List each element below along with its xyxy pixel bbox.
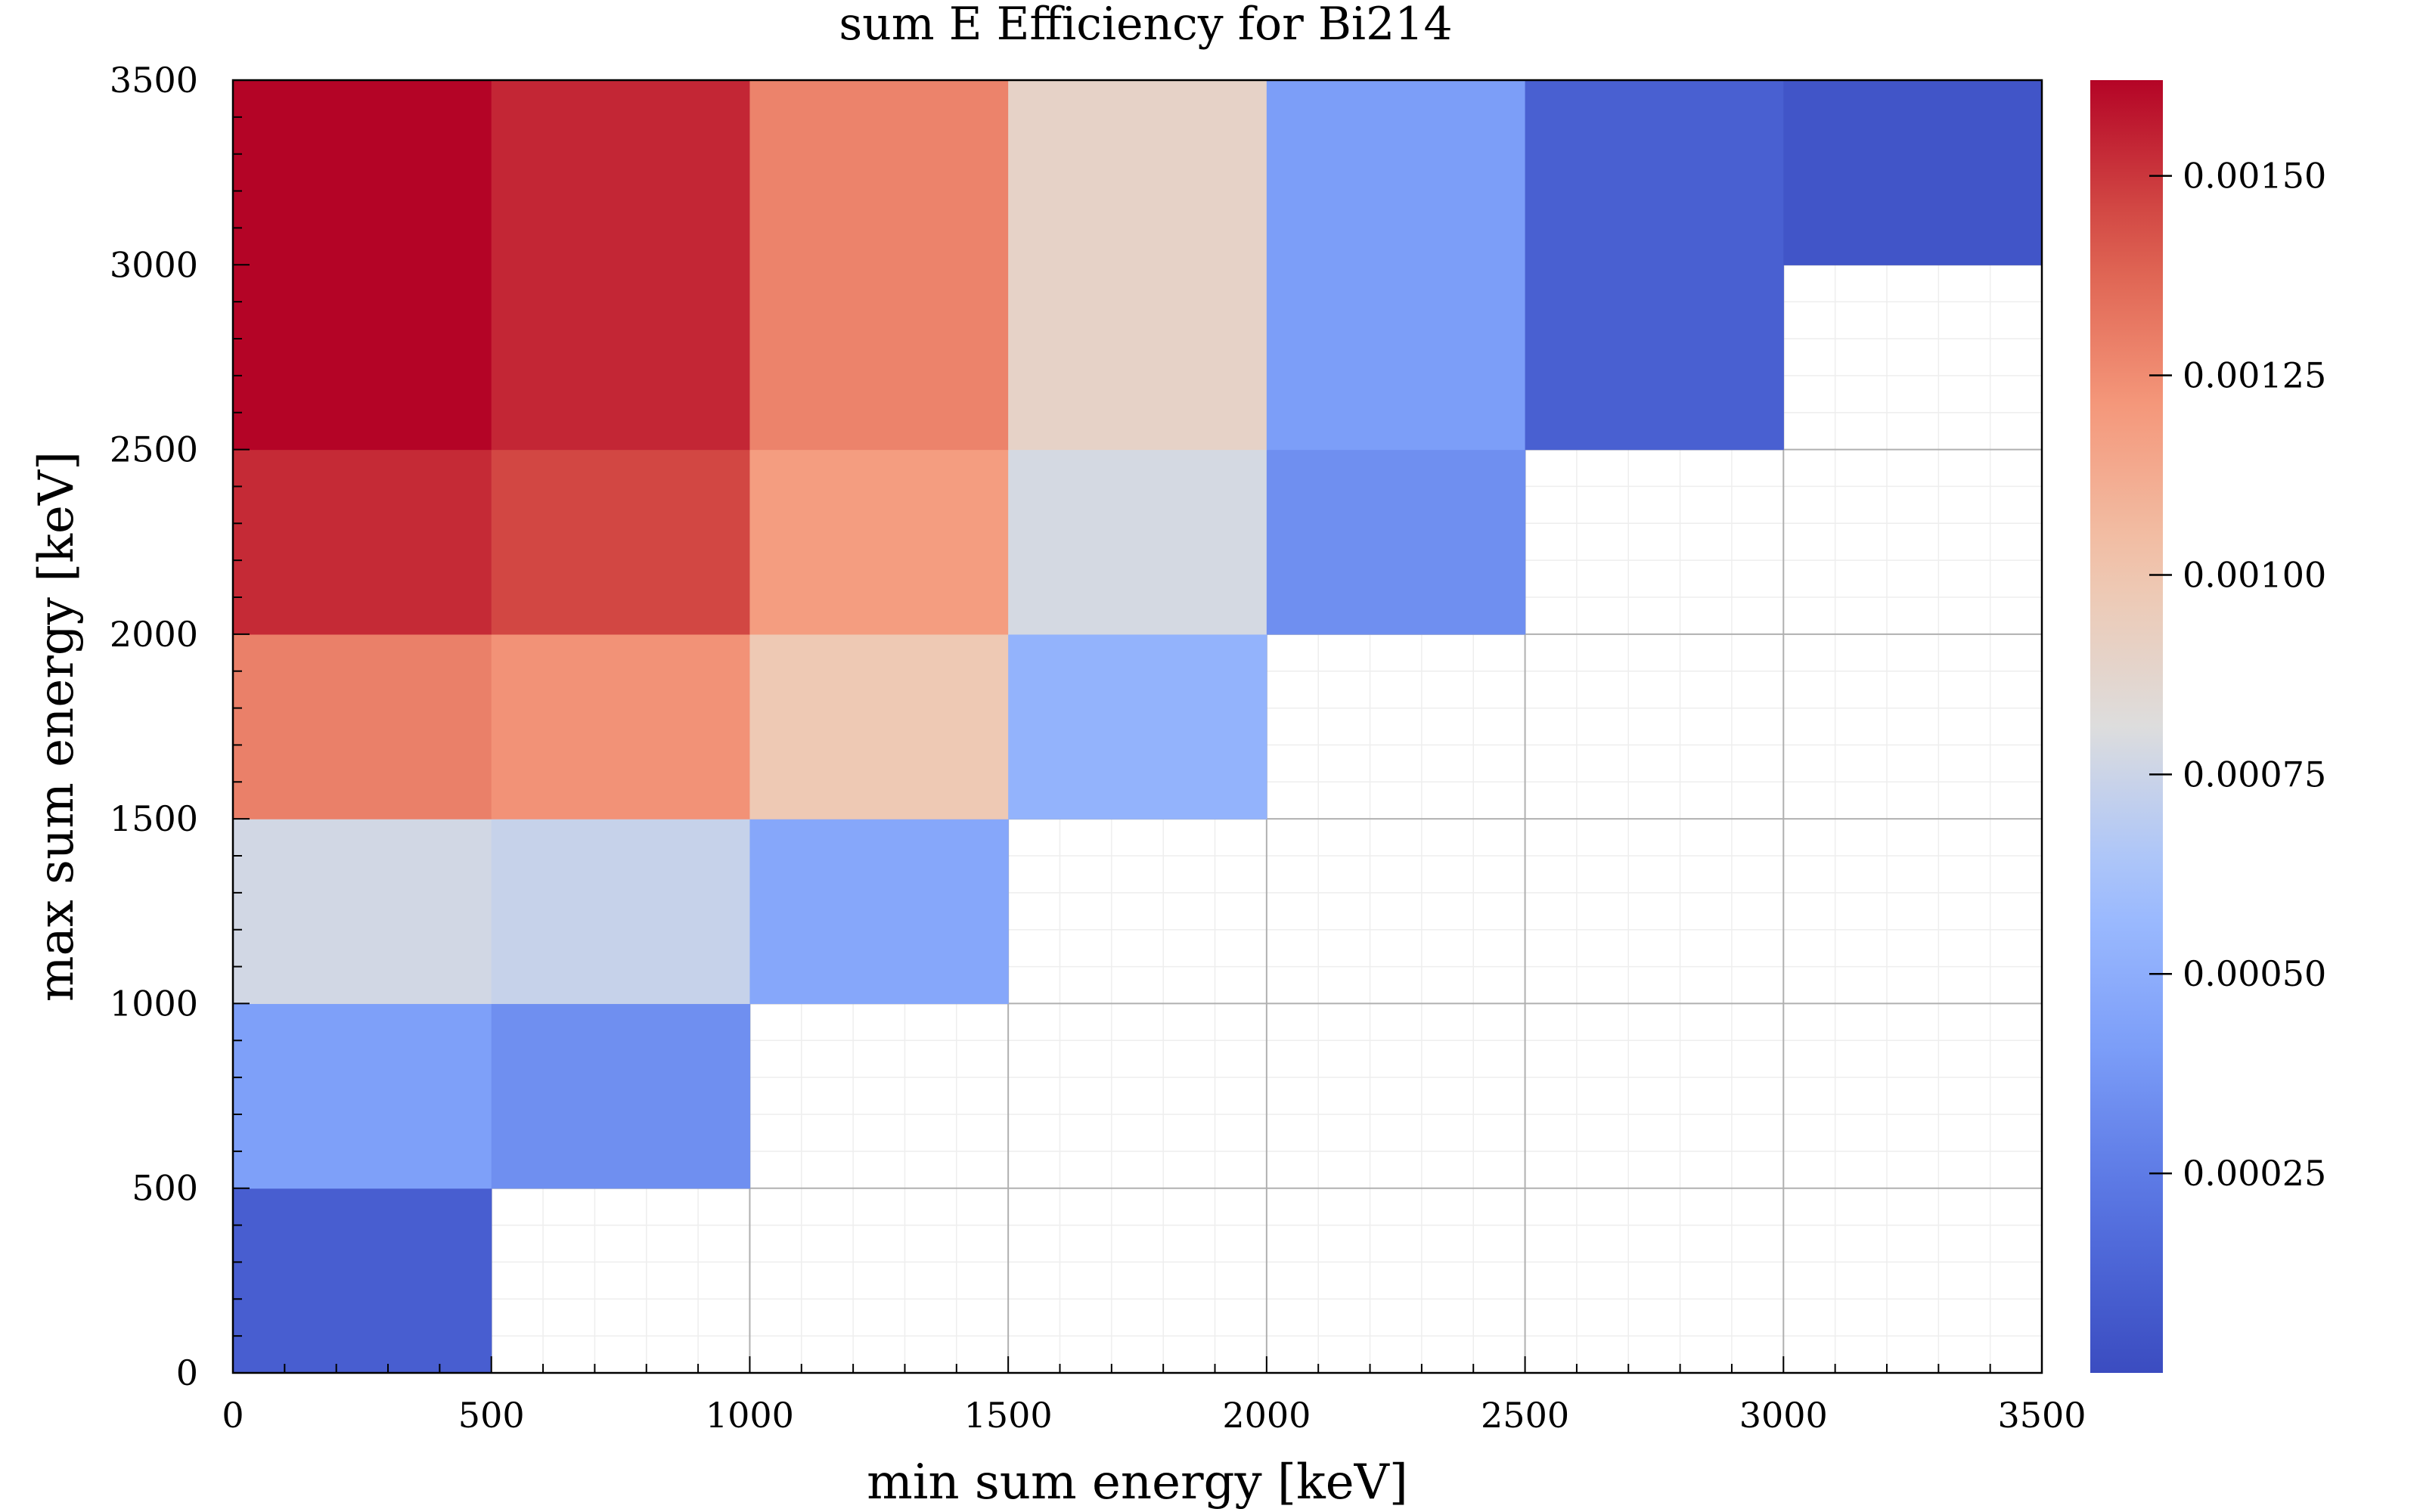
heatmap-cell bbox=[749, 819, 1009, 1005]
heatmap-cell bbox=[491, 634, 751, 820]
heatmap-cell bbox=[749, 634, 1009, 820]
y-tick-label: 1000 bbox=[110, 983, 198, 1024]
heatmap-cell bbox=[233, 634, 492, 820]
heatmap-cell bbox=[233, 1188, 492, 1374]
heatmap-cell bbox=[491, 449, 751, 635]
y-axis: 0 500 1000 1500 2000 2500 3000 3500 bbox=[110, 60, 250, 1393]
heatmap-cell bbox=[1266, 449, 1526, 635]
y-tick-label: 3000 bbox=[110, 244, 198, 285]
x-tick-label: 500 bbox=[458, 1395, 525, 1436]
heatmap-cell bbox=[749, 449, 1009, 635]
heatmap-cell bbox=[233, 80, 492, 451]
y-axis-label: max sum energy [keV] bbox=[29, 451, 85, 1002]
heatmap-cell bbox=[1266, 80, 1526, 451]
colorbar-tick-label: 0.00100 bbox=[2183, 554, 2326, 595]
heatmap-cell bbox=[1008, 634, 1267, 820]
x-tick-label: 1500 bbox=[964, 1395, 1053, 1436]
y-tick-label: 2000 bbox=[110, 614, 198, 655]
x-tick-label: 3500 bbox=[1997, 1395, 2086, 1436]
heatmap-cell bbox=[1783, 80, 2043, 265]
plot-area: 0 500 1000 1500 2000 2500 3000 3500 0 500 1000 150… bbox=[110, 60, 2086, 1436]
heatmap-cells bbox=[233, 80, 2043, 1374]
colorbar-tick-label: 0.00075 bbox=[2183, 754, 2326, 795]
heatmap-cell bbox=[749, 80, 1009, 451]
x-tick-label: 3000 bbox=[1739, 1395, 1828, 1436]
heatmap-cell bbox=[491, 80, 751, 451]
colorbar-ticks: 0.00025 0.00050 0.00075 0.00100 0.00125 0.001… bbox=[2149, 156, 2326, 1194]
heatmap-cell bbox=[1525, 80, 1784, 451]
colorbar-tick-label: 0.00125 bbox=[2183, 355, 2326, 396]
heatmap-cell bbox=[233, 819, 492, 1005]
y-tick-label: 2500 bbox=[110, 429, 198, 470]
heatmap-cell bbox=[233, 449, 492, 635]
x-axis-label: min sum energy [keV] bbox=[867, 1455, 1408, 1510]
y-tick-label: 500 bbox=[132, 1168, 198, 1209]
colorbar-gradient bbox=[2090, 80, 2163, 1373]
x-tick-label: 2500 bbox=[1481, 1395, 1569, 1436]
heatmap-cell bbox=[491, 819, 751, 1005]
colorbar-tick-label: 0.00050 bbox=[2183, 953, 2326, 994]
heatmap-cell bbox=[1008, 80, 1267, 451]
y-tick-label: 3500 bbox=[110, 60, 198, 101]
x-tick-label: 2000 bbox=[1222, 1395, 1311, 1436]
x-tick-label: 1000 bbox=[706, 1395, 794, 1436]
x-tick-label: 0 bbox=[222, 1395, 244, 1436]
plot-frame bbox=[231, 79, 2043, 1374]
x-axis: 0 500 1000 1500 2000 2500 3000 3500 bbox=[222, 1356, 2086, 1436]
y-tick-label: 0 bbox=[176, 1352, 198, 1393]
heatmap-cell bbox=[1008, 449, 1267, 635]
heatmap-cell bbox=[233, 1003, 492, 1189]
y-tick-label: 1500 bbox=[110, 798, 198, 839]
chart-title: sum E Efficiency for Bi214 bbox=[839, 0, 1452, 51]
colorbar: 0.00025 0.00050 0.00075 0.00100 0.00125 0.001… bbox=[2090, 80, 2326, 1373]
colorbar-tick-label: 0.00025 bbox=[2183, 1153, 2326, 1194]
colorbar-tick-label: 0.00150 bbox=[2183, 156, 2326, 197]
heatmap-cell bbox=[491, 1003, 751, 1189]
